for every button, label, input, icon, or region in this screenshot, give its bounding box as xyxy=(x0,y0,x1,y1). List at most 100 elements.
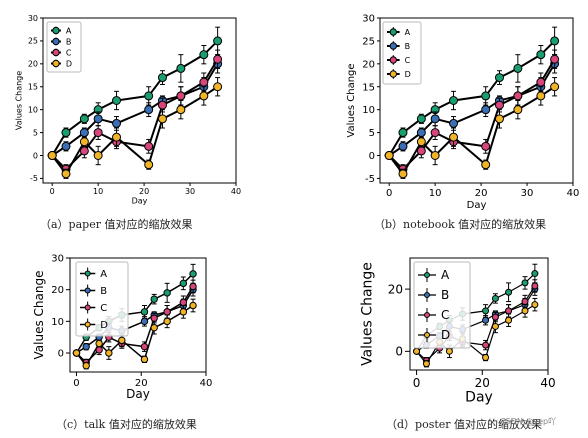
data-point-C xyxy=(144,141,154,151)
x-tick-label: 20 xyxy=(139,187,149,196)
data-point-A xyxy=(144,91,154,101)
data-point-C xyxy=(157,100,167,110)
data-point-D xyxy=(112,132,122,142)
y-tick-label: 30 xyxy=(51,254,64,265)
data-point-D xyxy=(430,151,440,160)
data-point-C xyxy=(531,282,539,290)
data-point-A xyxy=(61,128,71,138)
x-axis-label: Day xyxy=(132,197,148,206)
data-point-A xyxy=(521,279,529,287)
data-point-B xyxy=(82,342,90,351)
y-tick-label: 30 xyxy=(362,14,375,25)
legend-marker-D xyxy=(424,332,430,338)
data-point-C xyxy=(494,100,504,110)
plot-frame xyxy=(69,257,207,373)
legend-marker-D xyxy=(52,59,60,68)
x-tick-label: 20 xyxy=(475,188,488,199)
data-point-A xyxy=(398,128,408,138)
y-axis-label: Values Change xyxy=(346,63,357,137)
series-A xyxy=(47,26,223,160)
legend-label-C: C xyxy=(66,48,72,57)
legend-box xyxy=(413,261,471,349)
legend-label-B: B xyxy=(441,288,449,302)
legend-label-C: C xyxy=(441,308,449,322)
data-point-D xyxy=(82,361,90,370)
legend-label-C: C xyxy=(100,303,107,314)
data-point-C xyxy=(482,341,490,349)
y-axis-label: Values Change xyxy=(32,271,46,360)
data-point-C xyxy=(176,91,186,101)
legend-marker-B xyxy=(389,42,397,50)
data-point-D xyxy=(47,151,57,160)
x-tick-label: 20 xyxy=(135,378,148,389)
panel-caption: （a）paper 值对应的缩放效果 xyxy=(40,217,192,231)
data-point-D xyxy=(95,339,103,348)
legend-marker-B xyxy=(424,292,430,298)
x-axis-label: Day xyxy=(126,387,150,401)
legend-box xyxy=(75,261,129,337)
plot-frame xyxy=(42,17,237,184)
panel-caption: （b）notebook 值对应的缩放效果 xyxy=(374,217,546,231)
plot-frame xyxy=(379,17,574,184)
data-point-A xyxy=(179,279,188,288)
watermark: CSDN @yep吖 xyxy=(500,417,557,426)
y-tick-label: 15 xyxy=(28,83,38,92)
legend-label-D: D xyxy=(405,70,411,79)
y-tick-label: 20 xyxy=(28,60,38,69)
series-D xyxy=(384,77,560,179)
data-point-A xyxy=(176,63,186,73)
y-tick-label: 0 xyxy=(395,345,403,359)
data-point-A xyxy=(157,73,167,83)
x-tick-label: 0 xyxy=(50,187,55,196)
data-point-A xyxy=(112,96,122,105)
legend-label-B: B xyxy=(100,286,107,297)
legend-marker-C xyxy=(84,304,91,311)
data-point-C xyxy=(79,146,89,156)
data-point-C xyxy=(521,298,529,306)
series-A xyxy=(384,26,560,160)
data-point-D xyxy=(163,317,171,326)
data-point-C xyxy=(505,307,513,315)
y-tick-label: 5 xyxy=(33,128,38,137)
data-point-D xyxy=(176,105,186,115)
data-point-C xyxy=(213,54,223,64)
data-point-D xyxy=(445,347,453,355)
data-point-D xyxy=(449,132,459,142)
data-point-A xyxy=(494,73,504,83)
y-axis-label: Values Change xyxy=(359,262,375,366)
series-line-C xyxy=(75,286,194,364)
data-point-D xyxy=(491,322,499,330)
data-point-D xyxy=(384,151,394,160)
data-point-A xyxy=(482,307,490,315)
series-line-D xyxy=(51,85,219,176)
y-tick-label: 10 xyxy=(362,105,375,116)
legend-marker-C xyxy=(424,312,430,318)
data-point-A xyxy=(449,96,459,105)
y-tick-label: 10 xyxy=(51,317,64,328)
data-point-A xyxy=(213,36,223,46)
data-point-D xyxy=(213,82,223,92)
legend-label-A: A xyxy=(405,28,411,37)
x-tick-label: 40 xyxy=(200,378,213,389)
data-point-D xyxy=(61,169,71,179)
series-line-D xyxy=(416,304,536,365)
legend-label-D: D xyxy=(441,328,450,342)
data-point-D xyxy=(189,301,197,310)
series-line-C xyxy=(416,285,536,362)
legend-marker-C xyxy=(389,56,397,64)
series-line-C xyxy=(51,58,219,171)
data-point-A xyxy=(140,308,149,316)
x-tick-label: 20 xyxy=(475,376,490,390)
series-line-B xyxy=(388,63,556,157)
legend-label-B: B xyxy=(66,37,72,46)
data-point-B xyxy=(398,141,408,151)
data-point-A xyxy=(150,295,158,303)
x-tick-label: 0 xyxy=(73,378,79,389)
data-point-C xyxy=(140,342,149,351)
legend-label-D: D xyxy=(100,320,108,331)
